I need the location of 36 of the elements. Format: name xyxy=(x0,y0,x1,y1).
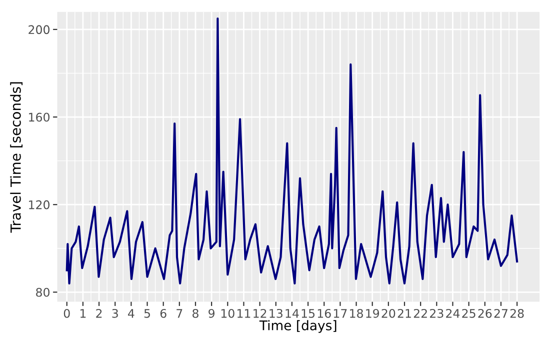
x-tick-label: 15 xyxy=(302,309,315,318)
x-tick-label: 13 xyxy=(270,308,282,318)
x-tick-label: 20 xyxy=(382,308,396,318)
x-tick-label: 21 xyxy=(398,308,411,318)
y-tick-label: 80 xyxy=(36,288,50,297)
x-tick-label: 6 xyxy=(160,308,166,318)
x-tick-label: 0 xyxy=(64,308,70,318)
line-series xyxy=(66,17,518,284)
x-tick-label: 7 xyxy=(176,309,182,318)
x-tick-label: 5 xyxy=(144,309,150,318)
x-tick-label: 14 xyxy=(286,309,299,318)
x-tick-label: 25 xyxy=(462,308,476,318)
y-tick-label: 160 xyxy=(29,112,50,122)
x-tick-label: 12 xyxy=(254,308,266,318)
x-tick-label: 17 xyxy=(334,309,347,318)
x-tick-label: 10 xyxy=(221,308,234,318)
x-tick-label: 26 xyxy=(478,308,492,318)
x-tick-label: 18 xyxy=(350,308,363,318)
y-axis-title: Travel Time [seconds] xyxy=(10,82,23,233)
x-tick-label: 27 xyxy=(494,308,508,318)
x-tick-label: 28 xyxy=(510,308,524,318)
x-tick-label: 4 xyxy=(128,309,134,318)
x-tick-label: 8 xyxy=(192,308,198,318)
y-tick-label: 120 xyxy=(29,200,50,210)
x-tick-label: 23 xyxy=(430,308,444,318)
x-tick-label: 9 xyxy=(208,308,214,318)
x-tick-label: 11 xyxy=(238,309,250,318)
x-axis-title: Time [days] xyxy=(259,320,336,333)
x-tick-label: 3 xyxy=(112,308,118,318)
x-tick-label: 19 xyxy=(366,308,380,318)
y-tick-label: 200 xyxy=(28,25,50,34)
x-tick-label: 22 xyxy=(414,308,427,318)
x-tick-label: 24 xyxy=(446,308,460,318)
x-tick-label: 2 xyxy=(96,308,102,318)
x-tick-label: 1 xyxy=(80,309,86,318)
x-tick-label: 16 xyxy=(318,308,331,318)
